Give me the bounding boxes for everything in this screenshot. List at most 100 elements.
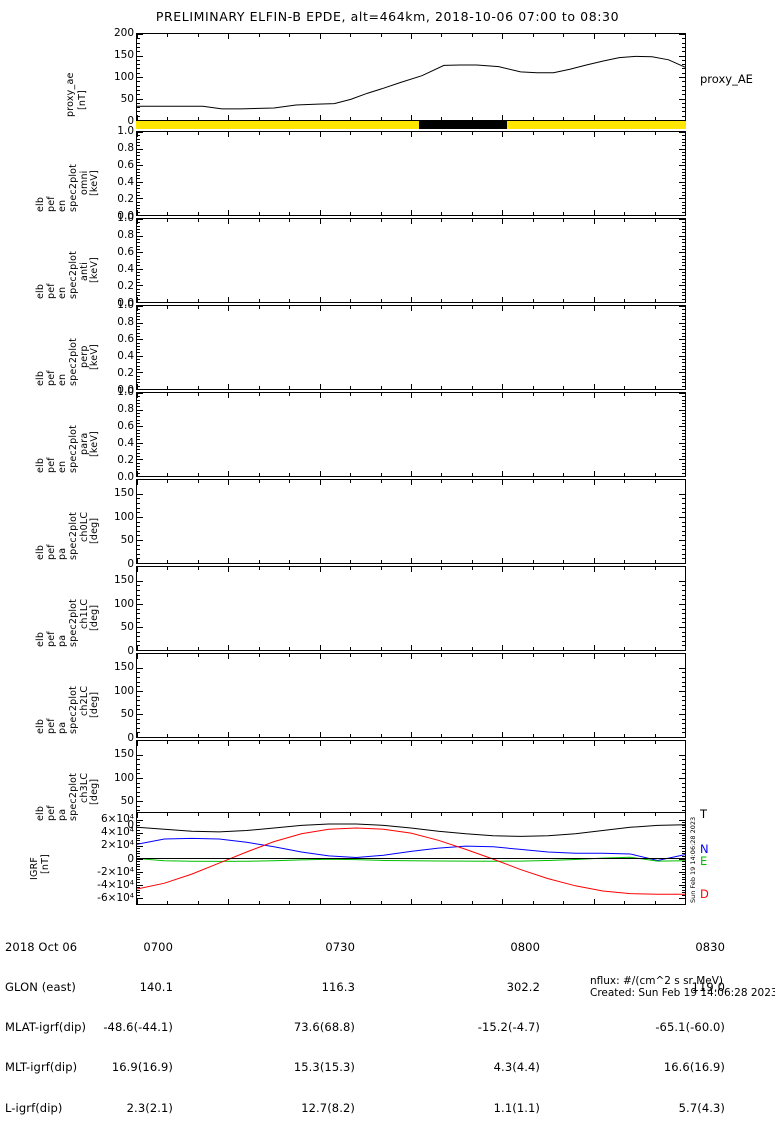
xtick-mark [441, 212, 443, 215]
ytick-mark [137, 580, 143, 582]
ytick-minor [682, 416, 685, 418]
xtick-mark [502, 306, 504, 311]
ytick-minor [137, 107, 140, 109]
ytick-minor [137, 161, 140, 163]
ytick-minor [137, 168, 140, 170]
ytick-minor [137, 805, 140, 807]
xtick-mark [593, 813, 595, 818]
ytick-minor [682, 332, 685, 334]
xtick-mark [471, 473, 473, 476]
xtick-mark [167, 117, 169, 120]
ytick-minor [137, 46, 140, 48]
xtick-mark [471, 654, 473, 657]
ytick-label: 150 [113, 660, 134, 673]
panel-pa-ch0lc-ylabel-2: pef [46, 544, 57, 560]
xtick-mark [593, 480, 595, 485]
ytick-minor [682, 232, 685, 234]
ytick-minor [682, 837, 685, 839]
ytick-minor [682, 512, 685, 514]
panel-pa-ch1lc-yticks: 0 50 100 150 [92, 566, 134, 656]
ytick-minor [682, 822, 685, 824]
ytick-minor [682, 245, 685, 247]
xaxis-l-0830: 5.7(4.3) [678, 1100, 725, 1115]
ytick-label: 0.6 [117, 158, 134, 171]
xtick-mark [137, 654, 138, 659]
ytick-minor [682, 262, 685, 264]
ytick-minor [137, 155, 140, 157]
ytick-minor [682, 866, 685, 868]
ytick-minor [682, 155, 685, 157]
ytick-minor [682, 835, 685, 837]
ytick-minor [137, 810, 140, 812]
ytick-mark [137, 132, 143, 133]
xtick-mark [197, 647, 199, 650]
xtick-mark [137, 306, 138, 311]
xtick-mark [593, 297, 595, 302]
ytick-minor [682, 151, 685, 153]
panel-pa-ch1lc-ylabel-2: pef [46, 631, 57, 647]
ytick-label: 1.0 [117, 298, 134, 311]
ytick-minor [682, 787, 685, 789]
xtick-mark [411, 132, 412, 137]
panel-en-omni-ylabel-unit: [keV] [89, 170, 100, 196]
ytick-label: 50 [120, 621, 134, 634]
xtick-mark [167, 299, 169, 302]
xtick-mark [532, 212, 534, 215]
ytick-minor [682, 64, 685, 66]
ytick-mark [679, 98, 685, 100]
xtick-mark [471, 299, 473, 302]
ytick-minor [137, 375, 140, 377]
ytick-minor [137, 319, 140, 321]
ytick-minor [137, 342, 140, 344]
ytick-minor [682, 255, 685, 257]
ytick-minor [137, 718, 140, 720]
panel-en-para-yticks: 0.0 0.2 0.4 0.6 0.8 1.0 [92, 387, 134, 482]
panel-igrf-yticks: -6×10⁴ -4×10⁴ -2×10⁴ 0 2×10⁴ 4×10⁴ 6×10⁴ [44, 812, 134, 905]
xtick-mark [685, 654, 686, 659]
xaxis-glon-0700: 140.1 [139, 980, 173, 995]
ytick-minor [682, 46, 685, 48]
ytick-minor [137, 232, 140, 234]
xtick-mark [319, 732, 321, 737]
ytick-minor [137, 396, 140, 398]
ytick-minor [137, 822, 140, 824]
ytick-minor [137, 325, 140, 327]
ytick-label: 0.4 [117, 175, 134, 188]
xtick-mark [654, 132, 656, 135]
xtick-mark [319, 654, 321, 659]
ytick-minor [682, 805, 685, 807]
ytick-mark [137, 884, 143, 886]
xtick-mark [563, 647, 565, 650]
ytick-minor [682, 700, 685, 702]
xtick-mark [654, 473, 656, 476]
ytick-mark [137, 713, 143, 715]
xtick-mark [441, 813, 443, 816]
xtick-mark [532, 393, 534, 396]
ytick-mark [679, 516, 685, 518]
panel-en-para-ylabel-4: spec2plot [68, 424, 79, 473]
ytick-minor [137, 613, 140, 615]
ytick-minor [137, 312, 140, 314]
xtick-mark [563, 212, 565, 215]
ytick-minor [137, 309, 140, 311]
xtick-mark [502, 813, 504, 818]
ytick-minor [682, 863, 685, 865]
ytick-minor [137, 64, 140, 66]
ytick-minor [137, 345, 140, 347]
xtick-mark [228, 480, 230, 485]
ytick-minor [682, 369, 685, 371]
panel-proxy-ae-ylabel-unit: [nT] [77, 89, 88, 110]
ytick-label: 0.0 [117, 209, 134, 222]
xtick-mark [502, 219, 504, 224]
ytick-minor [137, 727, 140, 729]
xtick-mark [137, 899, 138, 904]
xtick-mark [624, 560, 626, 563]
ytick-minor [682, 466, 685, 468]
ytick-label: 0.2 [117, 453, 134, 466]
xtick-mark [471, 306, 473, 309]
xtick-mark [441, 299, 443, 302]
xtick-mark [350, 132, 352, 135]
ytick-minor [682, 636, 685, 638]
xaxis-label-mlat: MLAT-igrf(dip) [5, 1020, 87, 1035]
xtick-mark [350, 567, 352, 570]
